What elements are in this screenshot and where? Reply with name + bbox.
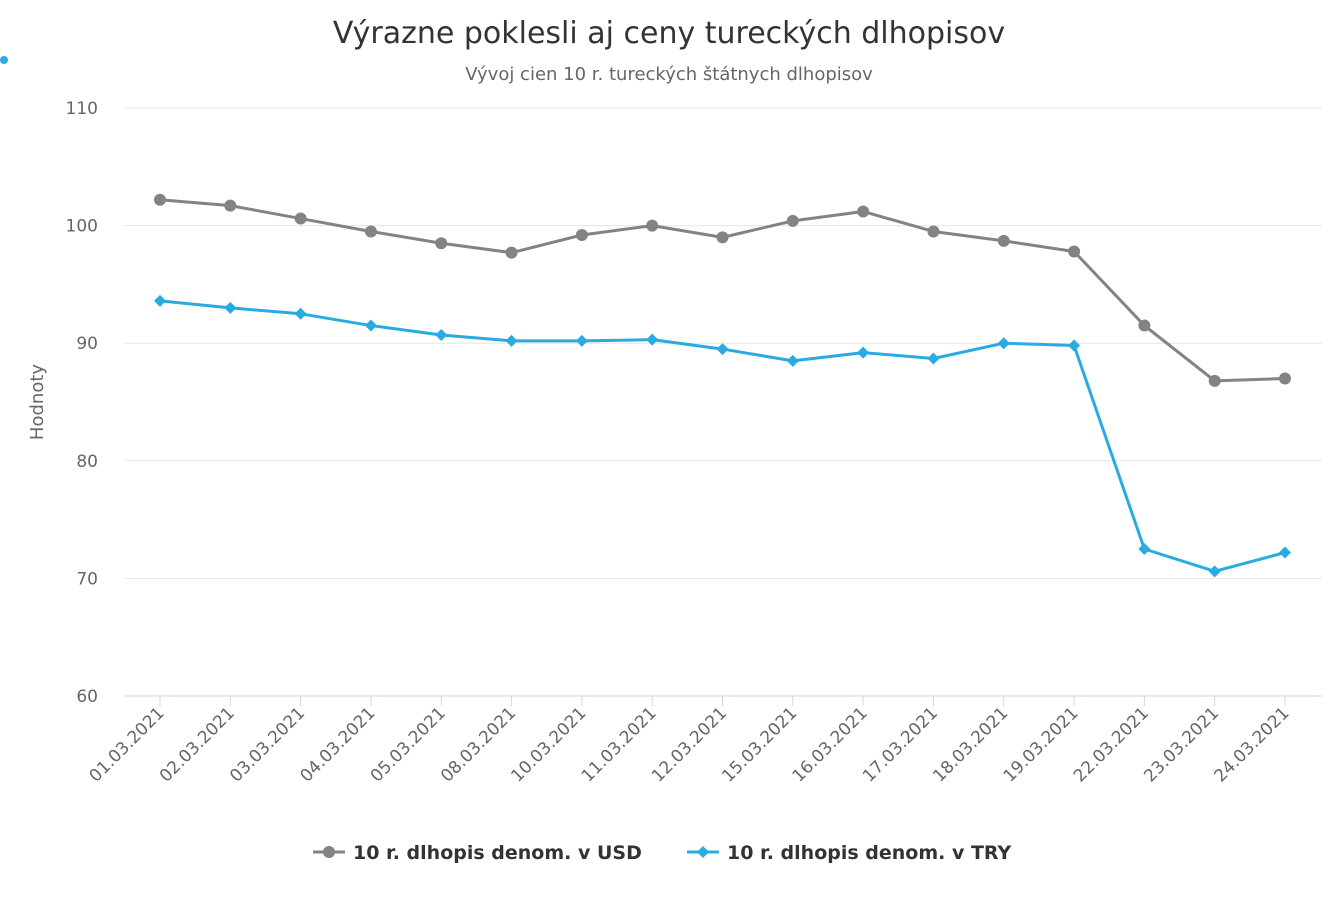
data-point <box>224 301 237 314</box>
legend-marker <box>697 846 709 858</box>
data-point <box>294 307 307 320</box>
data-point <box>927 225 940 238</box>
data-point <box>224 199 237 212</box>
data-point <box>575 334 588 347</box>
x-tick-label: 15.03.2021 <box>718 703 801 786</box>
data-point <box>435 328 448 341</box>
data-point <box>646 333 659 346</box>
x-tick-label: 03.03.2021 <box>226 703 309 786</box>
y-axis-title: Hodnoty <box>27 364 48 440</box>
corner-dot <box>0 56 8 64</box>
series-line <box>158 299 1287 573</box>
x-tick-label: 18.03.2021 <box>929 703 1012 786</box>
x-tick-label: 16.03.2021 <box>789 703 872 786</box>
x-tick-label: 22.03.2021 <box>1070 703 1153 786</box>
data-point <box>1208 374 1221 387</box>
series-group <box>154 193 1291 578</box>
data-point <box>1138 319 1151 332</box>
data-point <box>857 346 870 359</box>
data-point <box>716 343 729 356</box>
legend-marker <box>323 846 335 858</box>
series-1 <box>154 193 1291 387</box>
x-tick-label: 12.03.2021 <box>648 703 731 786</box>
data-point <box>857 205 870 218</box>
data-point <box>1068 339 1081 352</box>
data-point <box>716 231 729 244</box>
data-point <box>646 219 659 232</box>
data-point <box>1279 546 1291 559</box>
data-point <box>786 354 799 367</box>
x-tick-label: 23.03.2021 <box>1140 703 1223 786</box>
y-tick-label: 90 <box>76 334 98 354</box>
data-point <box>997 234 1010 247</box>
legend-item-1[interactable]: 10 r. dlhopis denom. v USD <box>313 842 642 864</box>
data-point <box>364 225 377 238</box>
chart-title: Výrazne poklesli aj ceny tureckých dlhop… <box>333 16 1005 51</box>
data-point <box>786 214 799 227</box>
x-tick-label: 08.03.2021 <box>437 703 520 786</box>
grid-lines <box>125 107 1322 697</box>
y-tick-label: 60 <box>76 687 98 707</box>
data-point <box>1138 543 1151 555</box>
y-tick-label: 110 <box>66 99 98 119</box>
data-point <box>364 319 377 332</box>
x-tick-label: 05.03.2021 <box>367 703 450 786</box>
data-point <box>435 237 448 250</box>
legend[interactable]: 10 r. dlhopis denom. v USD 10 r. dlhopis … <box>313 842 1012 864</box>
x-tick-label: 19.03.2021 <box>1000 703 1083 786</box>
series-2 <box>154 294 1291 578</box>
data-point <box>154 294 166 307</box>
data-point <box>575 229 588 242</box>
x-tick-label: 02.03.2021 <box>156 703 239 786</box>
data-point <box>1279 372 1291 385</box>
data-point <box>927 352 940 365</box>
y-axis-ticks: 110 100 90 80 70 60 <box>66 99 98 707</box>
data-point <box>505 334 518 347</box>
y-tick-label: 100 <box>66 217 98 237</box>
data-point <box>1208 565 1221 578</box>
legend-label: 10 r. dlhopis denom. v USD <box>353 842 642 864</box>
data-point <box>997 337 1010 350</box>
x-axis-ticks: 01.03.202102.03.202103.03.202104.03.2021… <box>86 696 1294 786</box>
data-point <box>1068 245 1081 258</box>
data-point <box>154 193 166 206</box>
x-tick-label: 11.03.2021 <box>578 703 661 786</box>
x-tick-label: 01.03.2021 <box>86 703 169 786</box>
y-tick-label: 70 <box>76 569 98 589</box>
chart-subtitle: Vývoj cien 10 r. tureckých štátnych dlho… <box>465 64 873 85</box>
y-tick-label: 80 <box>76 452 98 472</box>
x-tick-label: 10.03.2021 <box>507 703 590 786</box>
x-tick-label: 04.03.2021 <box>296 703 379 786</box>
x-tick-label: 17.03.2021 <box>859 703 942 786</box>
x-tick-label: 24.03.2021 <box>1211 703 1294 786</box>
data-point <box>505 246 518 259</box>
legend-item-2[interactable]: 10 r. dlhopis denom. v TRY <box>687 842 1012 864</box>
legend-label: 10 r. dlhopis denom. v TRY <box>727 842 1012 864</box>
data-point <box>294 212 307 225</box>
